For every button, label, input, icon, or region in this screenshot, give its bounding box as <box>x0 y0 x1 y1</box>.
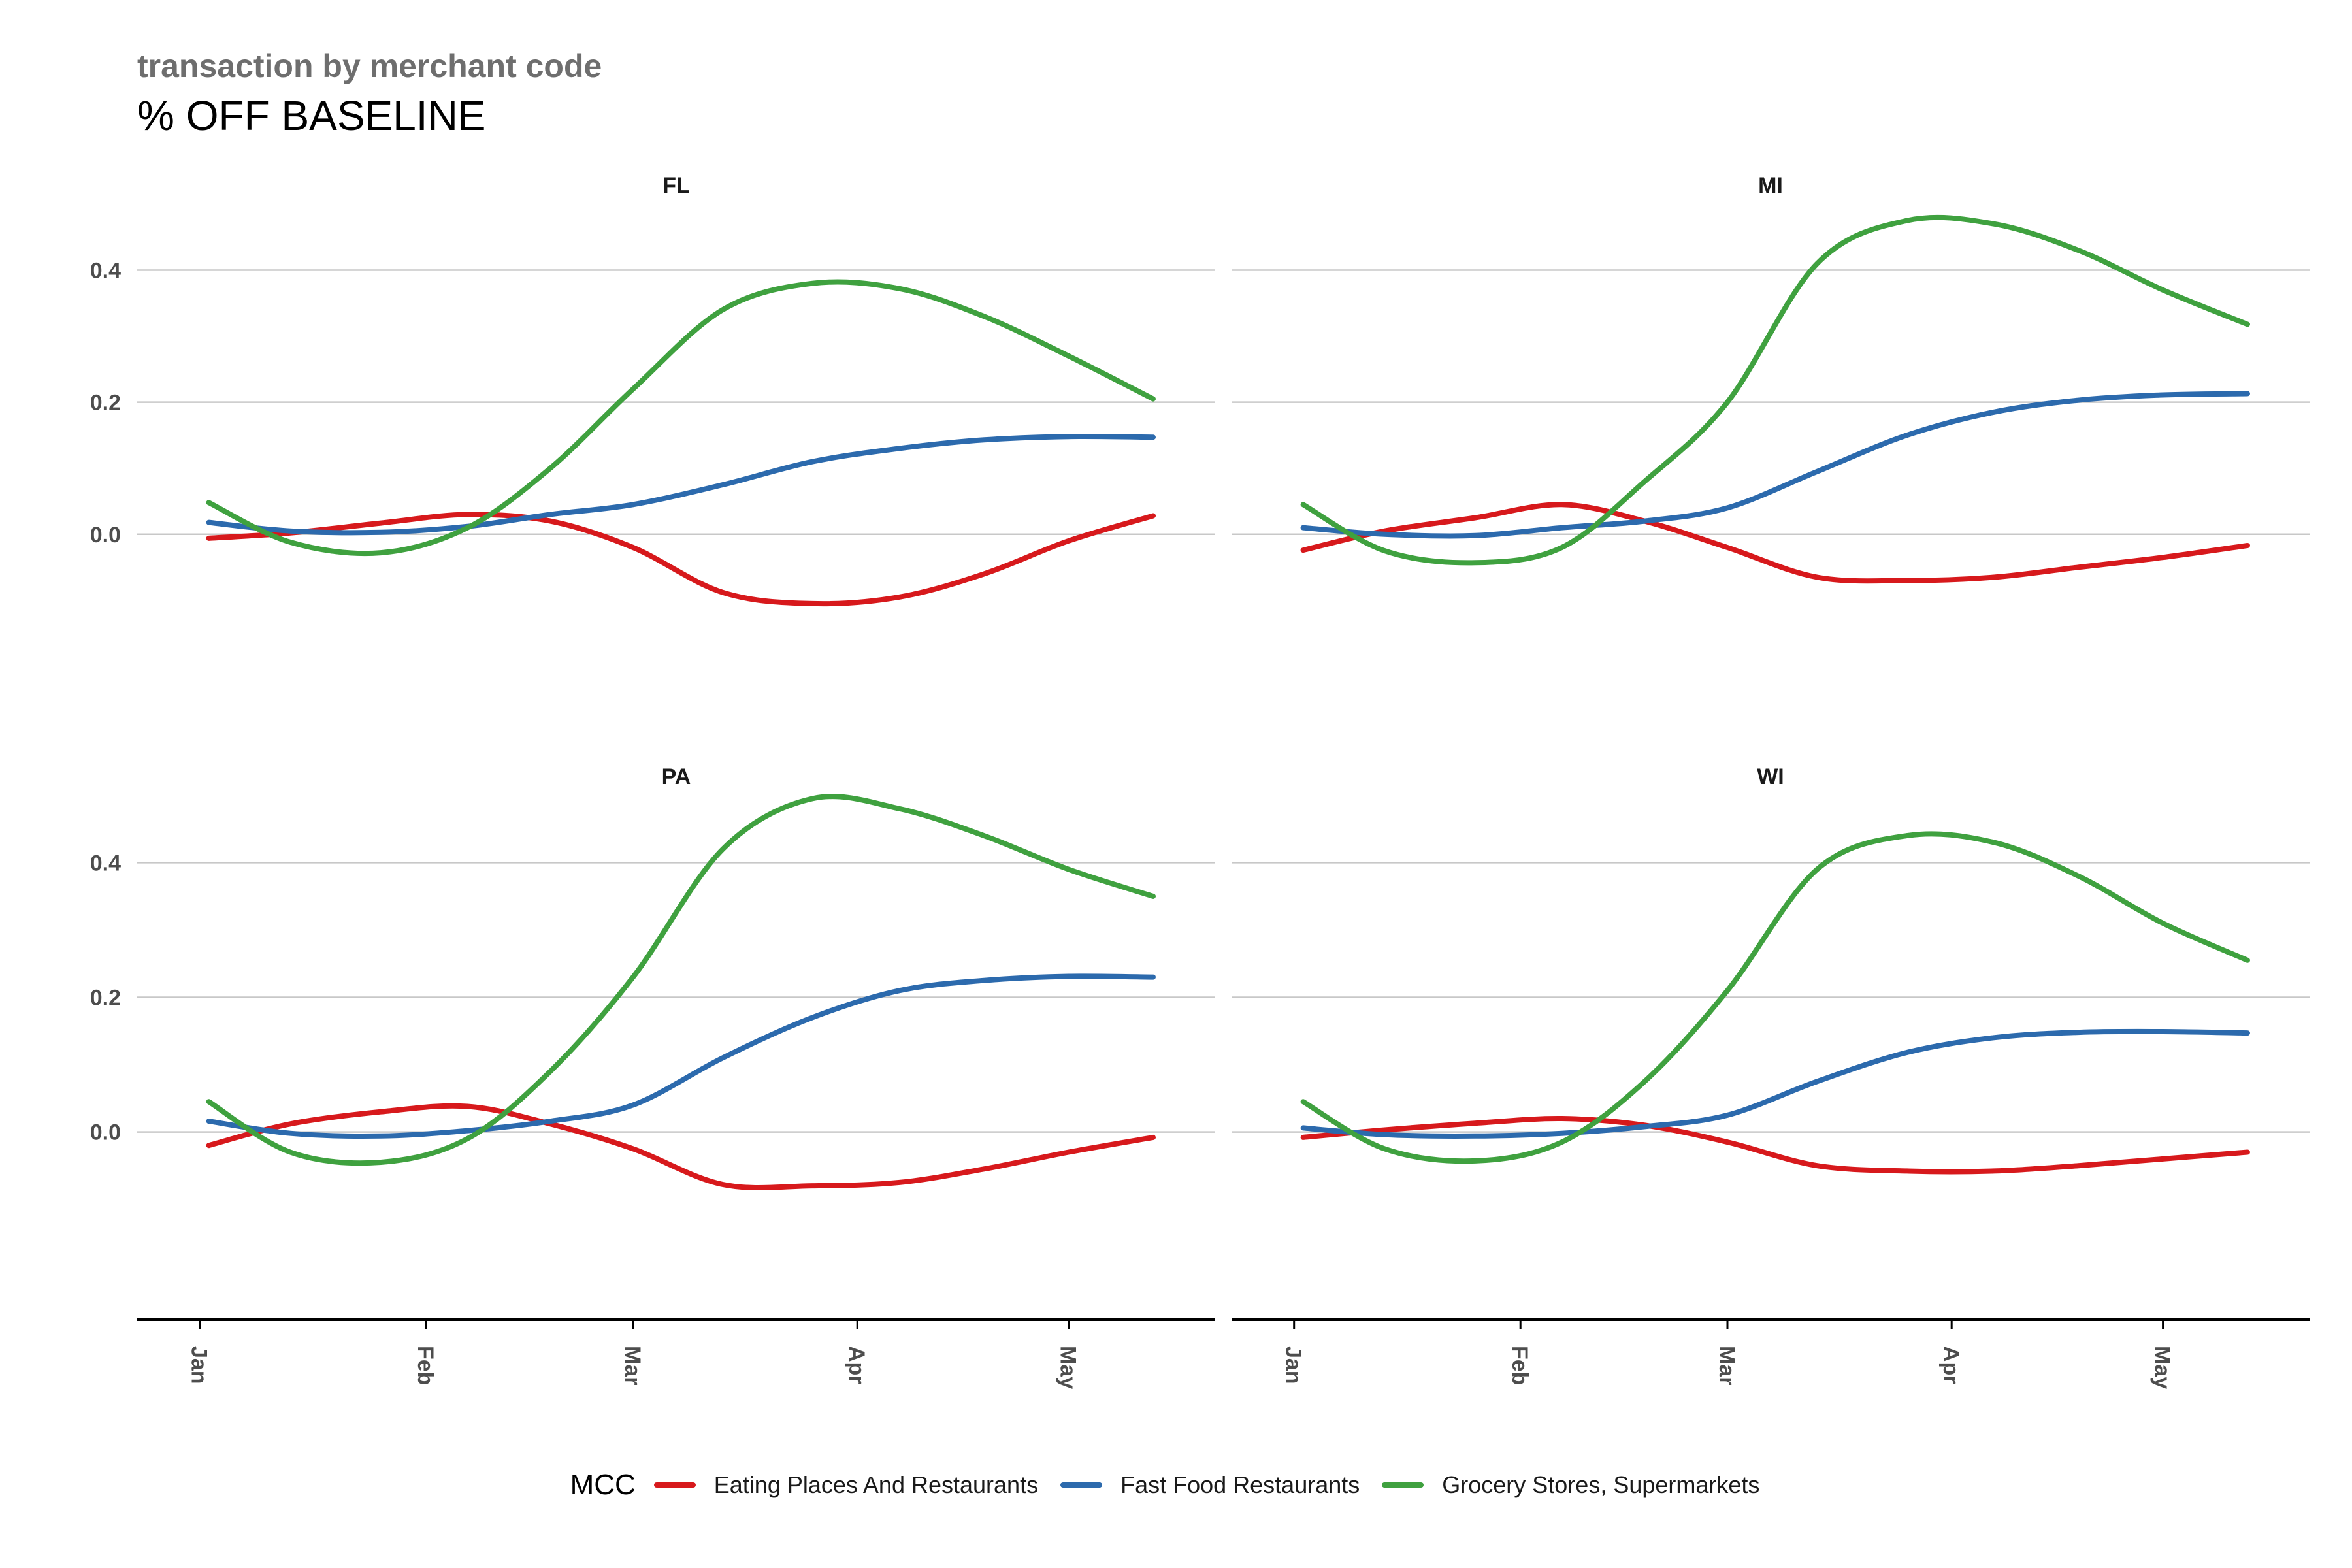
x-tick-label-pa-1: Feb <box>413 1346 438 1385</box>
legend: MCC Eating Places And Restaurants Fast Fo… <box>0 1462 2352 1508</box>
series-line-mi-eating-places-and-restaurants <box>1300 502 2250 584</box>
legend-key <box>1060 1482 1103 1488</box>
series-line-pa-grocery-stores-supermarkets <box>206 794 1156 1166</box>
legend-label: Eating Places And Restaurants <box>713 1471 1039 1498</box>
series-line-mi-grocery-stores-supermarkets <box>1300 214 2250 566</box>
facet-title-pa: PA <box>662 764 691 789</box>
x-tick-label-pa-4: May <box>1056 1346 1081 1389</box>
y-tick-label-fl-0: 0.0 <box>90 523 121 547</box>
series-line-fl-fast-food-restaurants <box>206 434 1156 536</box>
chart-subtitle: transaction by merchant code <box>137 48 602 84</box>
y-tick-label-fl-1: 0.2 <box>90 391 121 416</box>
series-line-wi-fast-food-restaurants <box>1300 1028 2250 1139</box>
x-tick-label-wi-1: Feb <box>1507 1346 1532 1385</box>
series-line-pa-eating-places-and-restaurants <box>206 1103 1156 1190</box>
legend-key <box>653 1482 696 1488</box>
x-tick-label-pa-2: Mar <box>620 1346 645 1385</box>
series-line-pa-fast-food-restaurants <box>206 973 1156 1139</box>
y-tick-label-fl-2: 0.4 <box>90 258 121 283</box>
x-tick-label-wi-4: May <box>2150 1346 2175 1389</box>
x-tick-label-wi-0: Jan <box>1281 1346 1306 1384</box>
legend-item: Eating Places And Restaurants <box>653 1471 1039 1499</box>
x-tick-label-pa-0: Jan <box>187 1346 212 1384</box>
series-line-fl-grocery-stores-supermarkets <box>206 279 1156 557</box>
legend-title: MCC <box>570 1469 636 1501</box>
y-tick-label-pa-2: 0.4 <box>90 851 121 875</box>
x-tick-label-pa-3: Apr <box>844 1346 869 1384</box>
facet-title-wi: WI <box>1757 764 1784 789</box>
legend-item: Grocery Stores, Supermarkets <box>1382 1471 1759 1499</box>
chart-title: % OFF BASELINE <box>137 92 486 139</box>
legend-label: Fast Food Restaurants <box>1120 1471 1360 1498</box>
series-line-wi-eating-places-and-restaurants <box>1300 1115 2250 1175</box>
legend-key <box>1382 1482 1424 1488</box>
y-tick-label-pa-0: 0.0 <box>90 1120 121 1145</box>
series-line-fl-eating-places-and-restaurants <box>206 512 1156 607</box>
x-tick-label-wi-2: Mar <box>1714 1346 1739 1385</box>
series-line-wi-grocery-stores-supermarkets <box>1300 831 2250 1164</box>
x-tick-label-wi-3: Apr <box>1938 1346 1963 1384</box>
y-tick-label-pa-1: 0.2 <box>90 985 121 1010</box>
facet-title-fl: FL <box>662 173 690 198</box>
legend-item: Fast Food Restaurants <box>1060 1471 1360 1499</box>
series-line-mi-fast-food-restaurants <box>1300 391 2250 539</box>
legend-label: Grocery Stores, Supermarkets <box>1442 1471 1760 1498</box>
facet-title-mi: MI <box>1758 173 1783 198</box>
